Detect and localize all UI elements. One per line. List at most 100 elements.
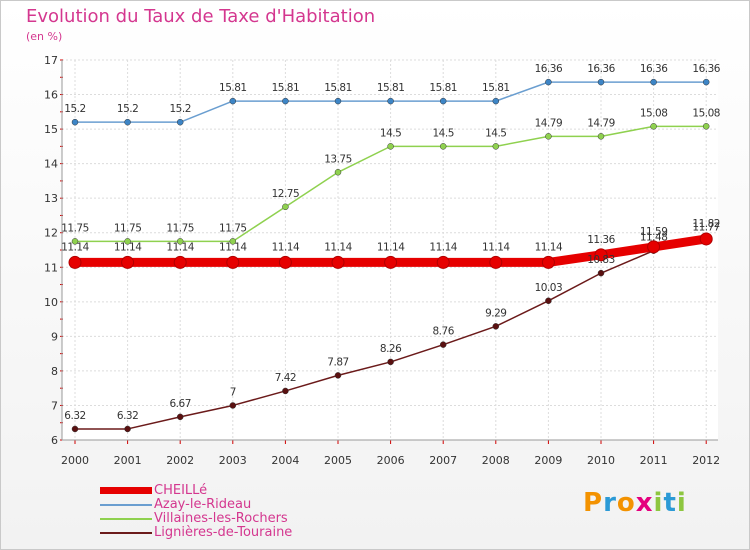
data-label: 12.75 [272,188,300,200]
data-label: 16.36 [587,63,615,75]
data-label: 16.36 [535,63,563,75]
data-point [492,143,500,150]
data-point [597,269,605,277]
data-point [124,425,131,433]
y-tick-label: 6 [51,434,58,447]
data-label: 11.75 [114,222,142,234]
y-tick-label: 13 [44,192,58,205]
data-label: 14.5 [485,127,506,139]
data-point [282,387,289,395]
data-point [545,297,552,305]
data-point [699,232,713,246]
data-point [331,255,345,269]
data-label: 11.59 [640,226,668,238]
data-point [229,238,237,245]
data-point [387,358,394,366]
data-point [597,78,605,86]
data-label: 15.81 [429,82,457,94]
data-point [545,133,552,140]
data-label: 14.5 [433,127,454,139]
data-label: 10.83 [587,254,615,266]
data-label: 11.77 [692,222,720,234]
legend-label: CHEILLé [154,483,208,498]
data-label: 15.81 [377,82,405,94]
data-label: 15.2 [170,103,191,115]
data-label: 11.75 [219,222,247,234]
data-label: 15.08 [692,107,720,119]
data-label: 14.79 [535,117,563,129]
data-point [71,238,79,245]
legend-swatch [100,504,152,506]
data-point [68,255,82,269]
data-label: 11.14 [324,241,352,253]
x-tick-label: 2004 [271,454,299,467]
data-point [334,169,342,176]
data-label: 8.26 [380,343,402,355]
data-point [176,413,184,421]
data-label: 7.42 [275,372,296,384]
data-point [647,240,661,254]
legend-swatch [100,532,152,534]
data-point [492,97,500,105]
data-label: 15.81 [324,82,352,94]
data-label: 15.81 [272,82,300,94]
data-point [702,123,710,130]
data-point [650,78,657,86]
data-point [278,255,292,269]
data-label: 14.79 [587,117,615,129]
logo-letter: P [583,488,604,518]
data-point [597,133,605,140]
x-tick-label: 2000 [61,454,89,467]
data-point [229,97,237,105]
logo-letter: t [663,488,677,518]
y-tick-label: 7 [51,399,58,412]
y-tick-label: 8 [51,365,58,378]
x-tick-label: 2012 [692,454,720,467]
data-label: 11.14 [377,241,405,253]
data-point [226,255,240,269]
data-point [650,123,657,130]
y-tick-label: 9 [51,330,58,343]
data-label: 11.14 [535,241,563,253]
data-label: 8.76 [433,326,455,338]
data-label: 10.03 [535,282,563,294]
y-tick-label: 16 [44,89,58,102]
logo-letter: o [616,488,636,518]
data-label: 11.14 [166,241,194,253]
data-label: 6.32 [117,410,138,422]
data-label: 7.87 [327,356,348,368]
data-label: 11.75 [166,222,194,234]
data-point [384,255,398,269]
data-label: 11.36 [587,234,615,246]
data-label: 11.82 [692,218,720,230]
data-label: 6.67 [170,398,191,410]
data-label: 11.75 [61,222,89,234]
data-point [121,255,135,269]
data-label: 11.14 [114,241,142,253]
data-label: 11.14 [61,241,89,253]
logo-letter: i [653,488,664,518]
x-tick-label: 2001 [114,454,142,467]
data-label: 16.36 [640,63,668,75]
legend-swatch [100,518,152,520]
x-tick-label: 2006 [377,454,405,467]
data-point [439,97,447,105]
y-tick-label: 15 [44,123,58,136]
logo-letter: x [635,488,654,518]
data-label: 6.32 [64,410,85,422]
y-tick-label: 17 [44,54,58,67]
data-point [436,255,450,269]
data-label: 7 [230,386,236,398]
data-point [702,78,710,86]
x-tick-label: 2010 [587,454,615,467]
data-point [334,372,342,379]
data-point [176,238,184,245]
x-tick-label: 2007 [429,454,457,467]
data-label: 15.2 [64,103,85,115]
data-point [124,118,131,126]
legend-label: Lignières-de-Touraine [154,525,293,540]
data-label: 15.81 [219,82,247,94]
x-tick-label: 2002 [166,454,194,467]
x-tick-label: 2008 [482,454,510,467]
data-label: 16.36 [692,63,720,75]
